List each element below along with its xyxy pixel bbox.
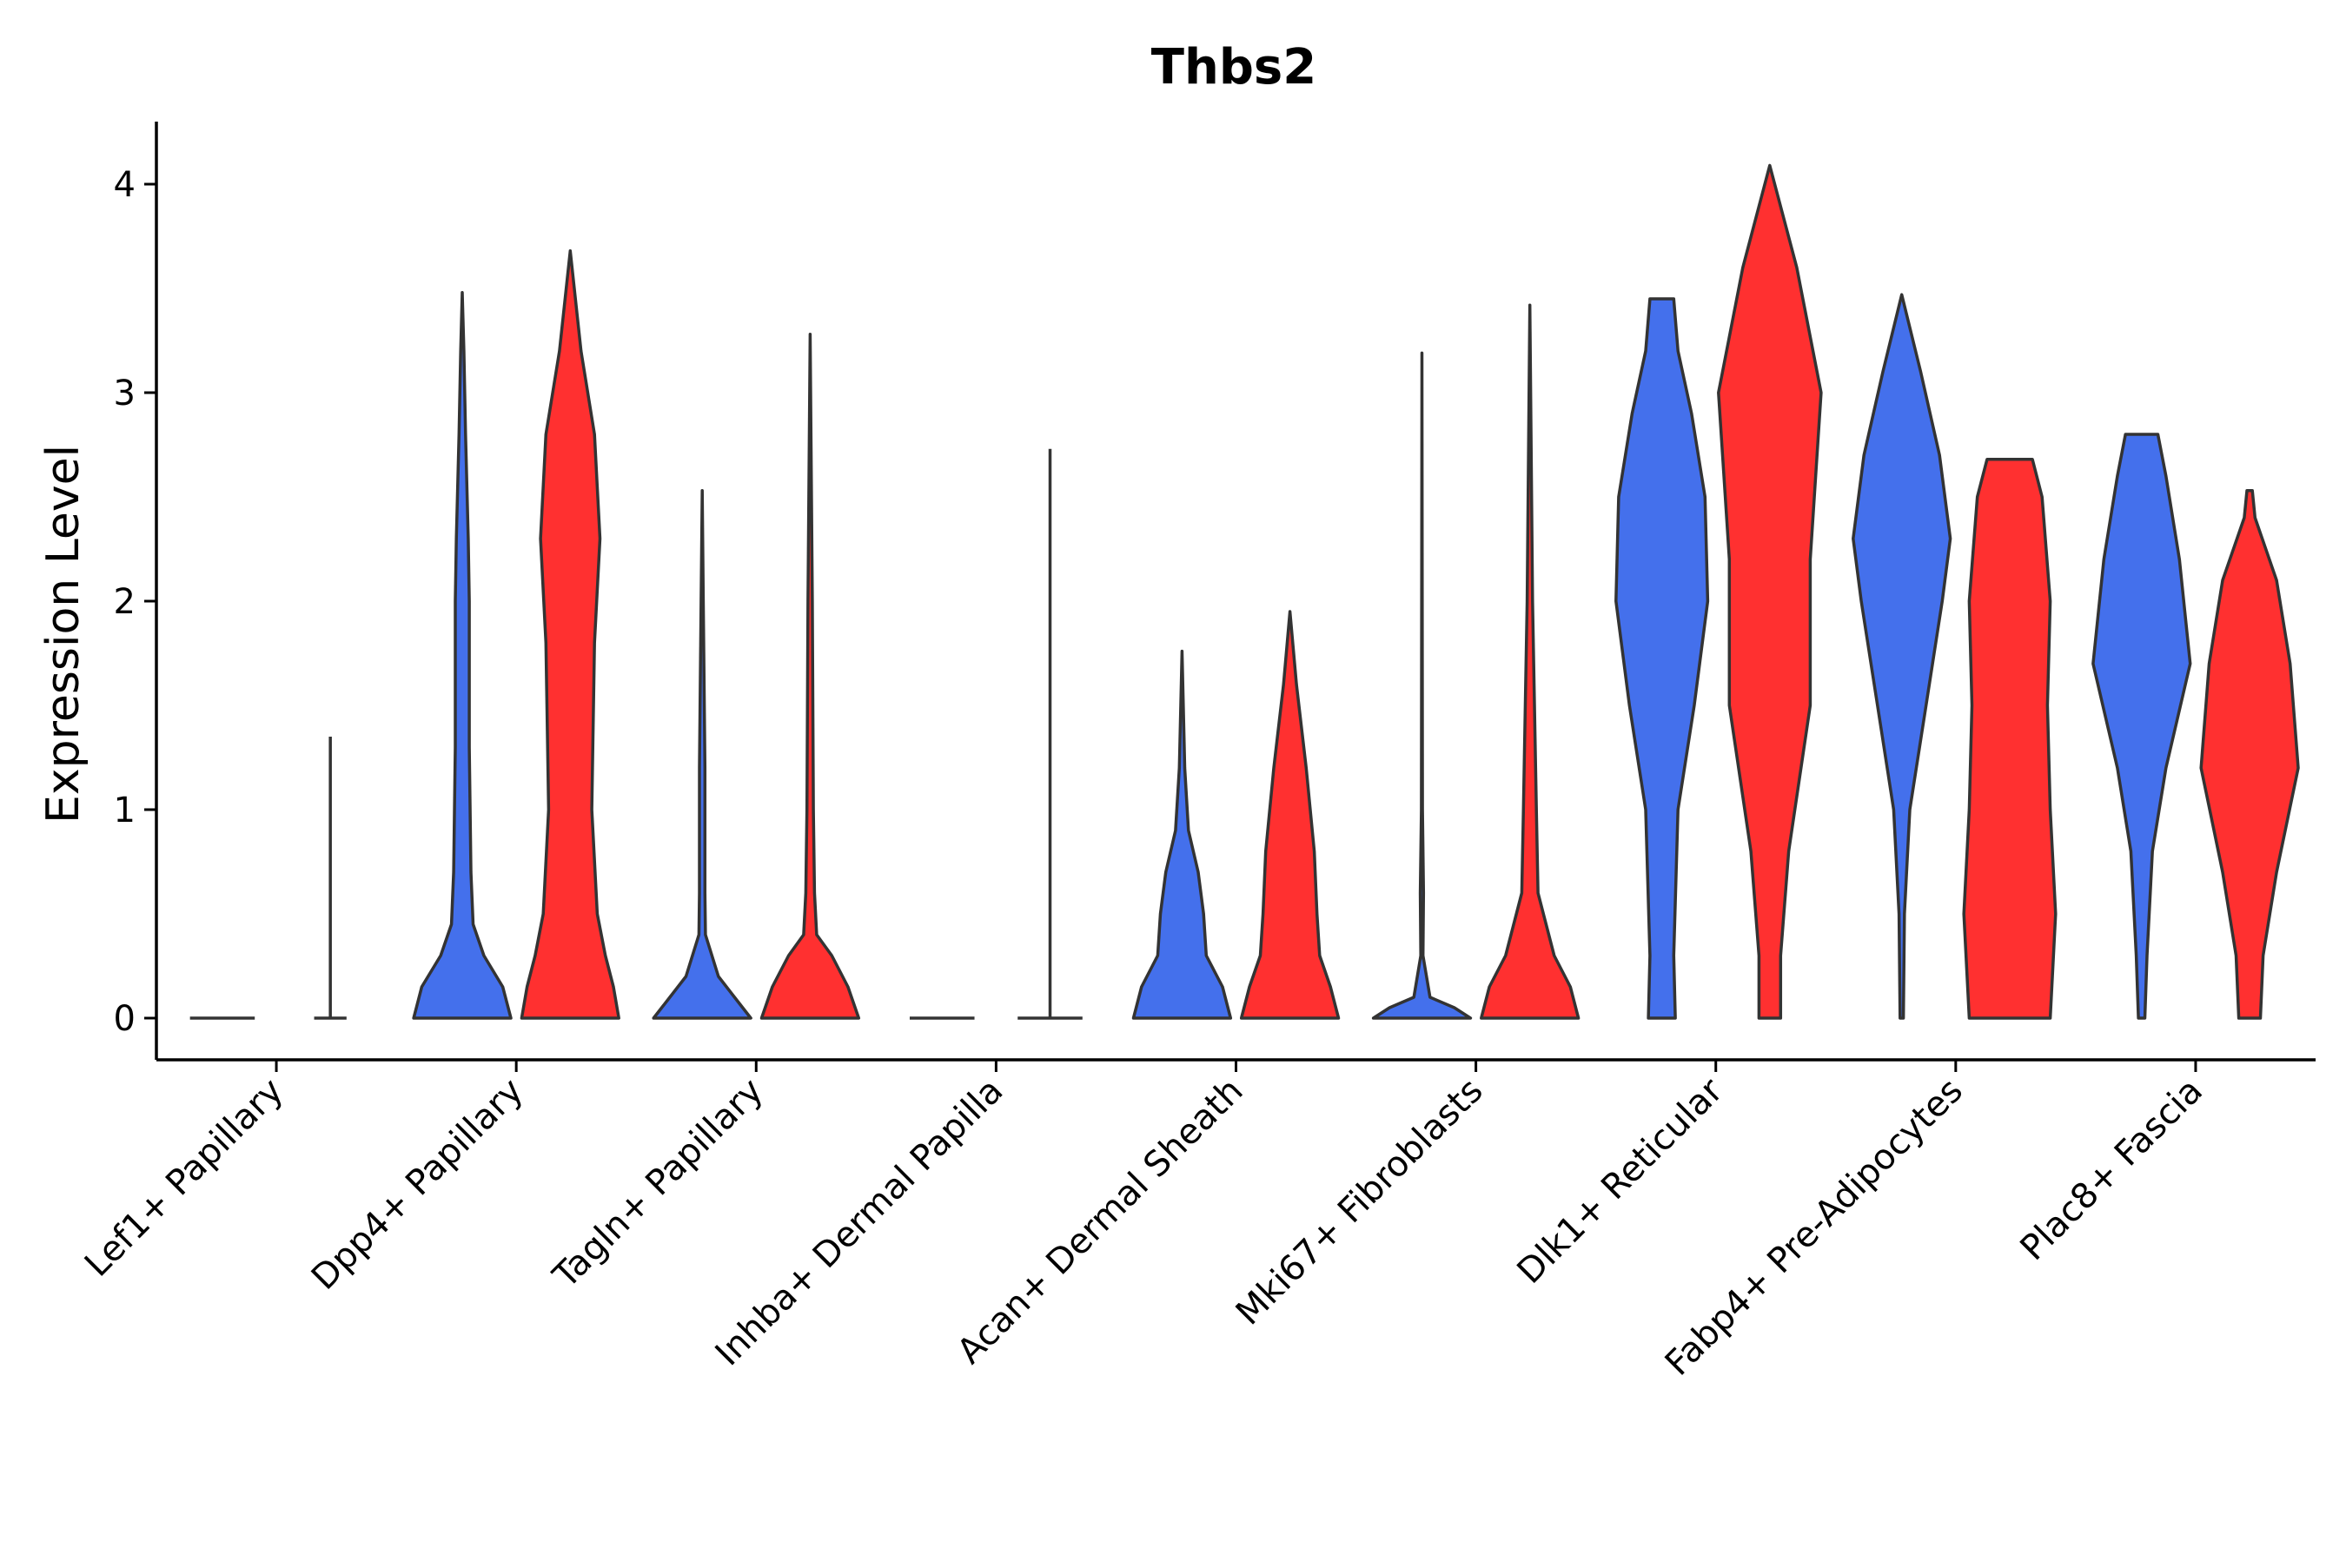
x-tick-label: Plac8+ Fascia [2013,1071,2211,1269]
y-tick-label: 3 [114,374,136,414]
x-tick-label: Dlk1+ Reticular [1510,1070,1732,1292]
violin-blue [1852,293,1952,1020]
x-tick-label: Acan+ Dermal Sheath [950,1071,1251,1373]
x-tick-label: Tagln+ Papillary [545,1071,771,1297]
y-tick-label: 1 [114,791,136,830]
violin-red [1717,163,1823,1020]
violin-red [1962,458,2058,1020]
y-axis-label: Expression Level [37,445,89,824]
violin-blue [2091,433,2192,1020]
violin-layer [189,163,2300,1020]
violin-blue [1131,649,1233,1020]
x-tick-label: Mki67+ Fibroblasts [1229,1071,1491,1333]
y-tick-label: 0 [114,999,136,1039]
violin-red [520,249,620,1020]
violin-red [759,333,861,1020]
y-tick-label: 4 [114,165,136,205]
y-tick-label: 2 [114,582,136,622]
violin-red [1480,303,1581,1020]
violin-blue [412,291,513,1020]
violin-red [2199,489,2300,1020]
chart-title: Thbs2 [1151,39,1316,96]
violin-red [1239,610,1341,1020]
violin-blue [652,489,752,1020]
violin-blue [1614,297,1710,1020]
x-tick-label: Lef1+ Papillary [77,1071,291,1285]
violin-blue [1371,351,1473,1020]
x-tick-label: Dpp4+ Papillary [304,1071,531,1298]
